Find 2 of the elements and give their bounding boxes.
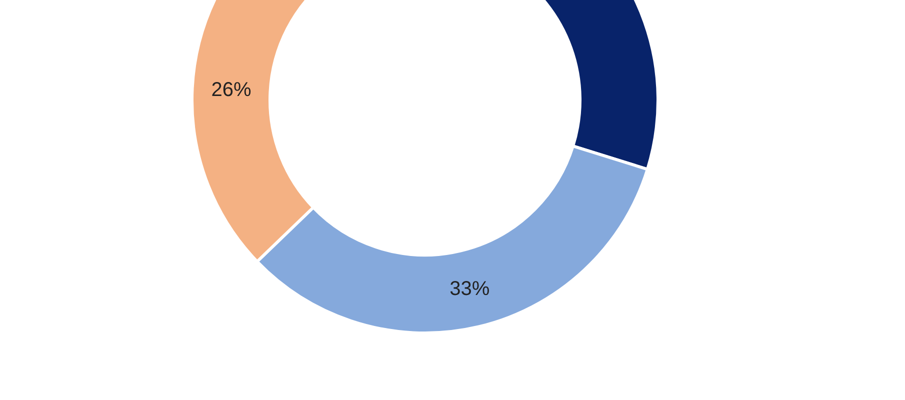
data-label: 26% [211,79,252,102]
data-label: 33% [450,278,490,300]
